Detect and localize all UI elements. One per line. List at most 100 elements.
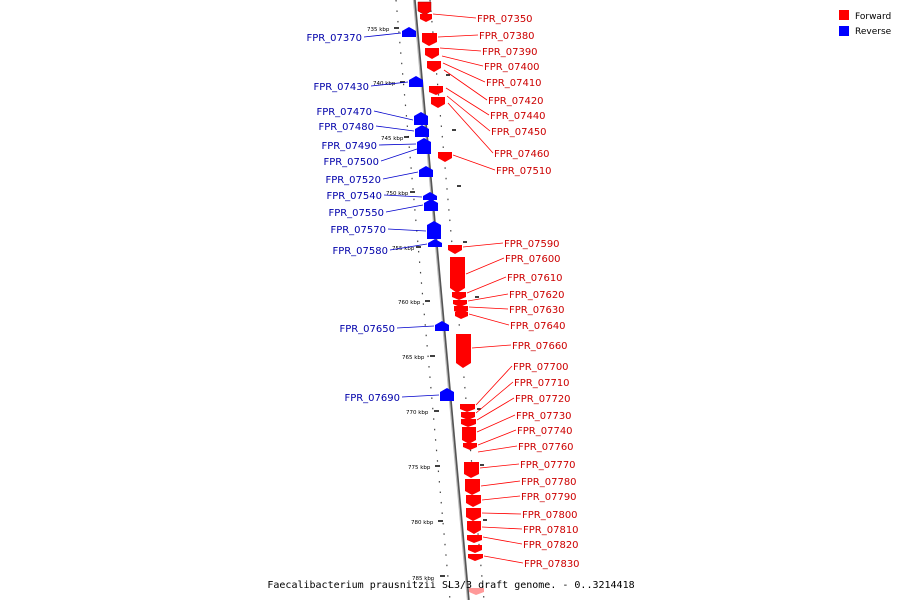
gene-arrow: [409, 76, 423, 87]
gene-label: FPR_07520: [325, 175, 381, 186]
gene-arrow: [468, 554, 483, 561]
legend-reverse-label: Reverse: [855, 27, 892, 37]
forward-gene-FPR_07400[interactable]: FPR_07400: [427, 55, 540, 73]
gene-arrow: [414, 112, 428, 125]
gene-label: FPR_07830: [524, 559, 580, 570]
forward-gene-FPR_07770[interactable]: FPR_07770: [464, 460, 576, 478]
scale-tick-755: 755 kbp: [392, 246, 421, 252]
gene-label: FPR_07540: [326, 191, 382, 202]
forward-gene-FPR_07700[interactable]: FPR_07700: [460, 362, 569, 412]
tick-label: 760 kbp: [398, 300, 421, 306]
genome-backbone-shadow: [413, 0, 470, 600]
forward-gene-FPR_07440[interactable]: FPR_07440: [431, 87, 546, 122]
reverse-gene-FPR_07650[interactable]: FPR_07650: [339, 321, 449, 335]
scale-tick-770: 770 kbp: [406, 410, 439, 416]
forward-gene-FPR_07420[interactable]: FPR_07420: [429, 69, 544, 107]
gene-arrow: [465, 479, 480, 495]
gene-label: FPR_07480: [318, 122, 374, 133]
forward-gene-FPR_07590[interactable]: FPR_07590: [448, 239, 560, 254]
gene-arrow: [423, 192, 437, 200]
forward-gene-FPR_07640[interactable]: FPR_07640: [455, 312, 566, 332]
forward-gene-FPR_07610[interactable]: FPR_07610: [452, 273, 563, 300]
scale-tick-760: 760 kbp: [398, 300, 430, 306]
gene-label: FPR_07660: [512, 341, 568, 352]
gene-label: FPR_07790: [521, 492, 577, 503]
reverse-gene-FPR_07470[interactable]: FPR_07470: [316, 107, 428, 125]
forward-gene-FPR_07410[interactable]: FPR_07410: [442, 62, 542, 89]
gene-label: FPR_07500: [323, 157, 379, 168]
reverse-gene-FPR_07430[interactable]: FPR_07430: [313, 76, 423, 93]
gene-arrow: [424, 199, 438, 211]
scale-tick-780: 780 kbp: [411, 520, 443, 526]
forward-gene-FPR_07450[interactable]: FPR_07450: [446, 95, 547, 138]
gene-arrow: [448, 245, 462, 254]
gene-arrow: [464, 462, 479, 478]
gene-arrow: [468, 545, 482, 553]
tick-label: 775 kbp: [408, 465, 431, 471]
tick-label: 745 kbp: [381, 136, 404, 142]
forward-gene-FPR_07820[interactable]: FPR_07820: [467, 535, 579, 551]
scale-tick-785: 785 kbp: [412, 575, 445, 582]
legend: Forward Reverse: [839, 10, 892, 37]
reverse-gene-FPR_07570[interactable]: FPR_07570: [330, 221, 441, 239]
forward-gene-FPR_07780[interactable]: FPR_07780: [465, 477, 577, 495]
gene-arrow: [417, 1, 432, 16]
forward-gene-FPR_07830[interactable]: FPR_07830: [468, 545, 580, 570]
forward-gene-FPR_07710[interactable]: FPR_07710: [461, 378, 570, 420]
gene-arrow: [462, 427, 476, 444]
forward-gene-FPR_07810[interactable]: FPR_07810: [467, 521, 579, 536]
tick-label: 785 kbp: [412, 576, 435, 582]
forward-gene-FPR_07380[interactable]: FPR_07380: [422, 31, 535, 46]
gene-arrow: [427, 61, 441, 72]
gene-arrow: [463, 443, 477, 450]
gene-label: FPR_07700: [513, 362, 569, 373]
gene-arrow-faded: [469, 588, 484, 595]
forward-gene-FPR_07390[interactable]: FPR_07390: [425, 47, 538, 59]
gene-arrow: [425, 48, 439, 59]
forward-gene-FPR_07600[interactable]: FPR_07600: [450, 254, 561, 293]
forward-gene-FPR_07460[interactable]: FPR_07460: [447, 102, 550, 160]
forward-gene-FPR_07760[interactable]: FPR_07760: [477, 442, 574, 453]
forward-gene-FPR_07660[interactable]: FPR_07660: [456, 334, 568, 368]
reverse-gene-FPR_07540[interactable]: FPR_07540: [326, 191, 437, 202]
gene-label: FPR_07590: [504, 239, 560, 250]
gene-label: FPR_07350: [477, 14, 533, 25]
gene-label: FPR_07490: [321, 141, 377, 152]
gene-label: FPR_07390: [482, 47, 538, 58]
gene-arrow: [461, 412, 475, 420]
reverse-gene-FPR_07480[interactable]: FPR_07480: [318, 122, 429, 137]
tick-label: 740 kbp: [373, 81, 396, 87]
gene-label: FPR_07620: [509, 290, 565, 301]
reverse-gene-FPR_07500[interactable]: FPR_07500: [323, 148, 418, 168]
reverse-gene-FPR_07690[interactable]: FPR_07690: [344, 388, 454, 404]
reverse-gene-FPR_07550[interactable]: FPR_07550: [328, 199, 438, 219]
gene-label: FPR_07740: [517, 426, 573, 437]
gene-label: FPR_07470: [316, 107, 372, 118]
reverse-gene-FPR_07580[interactable]: FPR_07580: [332, 239, 442, 257]
forward-gene-FPR_07350[interactable]: FPR_07350: [417, 1, 533, 25]
forward-gene-FPR_07790[interactable]: FPR_07790: [466, 492, 577, 507]
scale-tick-735: 735 kbp: [367, 27, 399, 33]
gene-label: FPR_07570: [330, 225, 386, 236]
gene-label: FPR_07640: [510, 321, 566, 332]
gene-label: FPR_07420: [488, 96, 544, 107]
scale-tick-750: 750 kbp: [386, 191, 415, 197]
forward-gene-FPR_07720[interactable]: FPR_07720: [461, 394, 571, 427]
gene-arrow: [422, 33, 437, 46]
reverse-gene-FPR_07370[interactable]: FPR_07370: [306, 27, 416, 44]
forward-gene-FPR_07730[interactable]: FPR_07730: [462, 411, 572, 444]
gene-label: FPR_07770: [520, 460, 576, 471]
gene-label: FPR_07600: [505, 254, 561, 265]
gene-label: FPR_07460: [494, 149, 550, 160]
forward-gene-FPR_07800[interactable]: FPR_07800: [466, 508, 578, 521]
reverse-gene-FPR_07490[interactable]: FPR_07490: [321, 138, 431, 154]
gene-arrow: [466, 495, 481, 507]
forward-gene-FPR_07510[interactable]: FPR_07510: [438, 152, 552, 177]
gene-arrow: [429, 86, 443, 95]
gene-label: FPR_07800: [522, 510, 578, 521]
reverse-gene-FPR_07520[interactable]: FPR_07520: [325, 166, 433, 186]
forward-gene-FPR_07620[interactable]: FPR_07620: [453, 290, 565, 307]
forward-gene-FPR_07740[interactable]: FPR_07740: [463, 426, 573, 450]
gene-arrow: [428, 239, 442, 247]
gene-arrow: [420, 14, 432, 22]
